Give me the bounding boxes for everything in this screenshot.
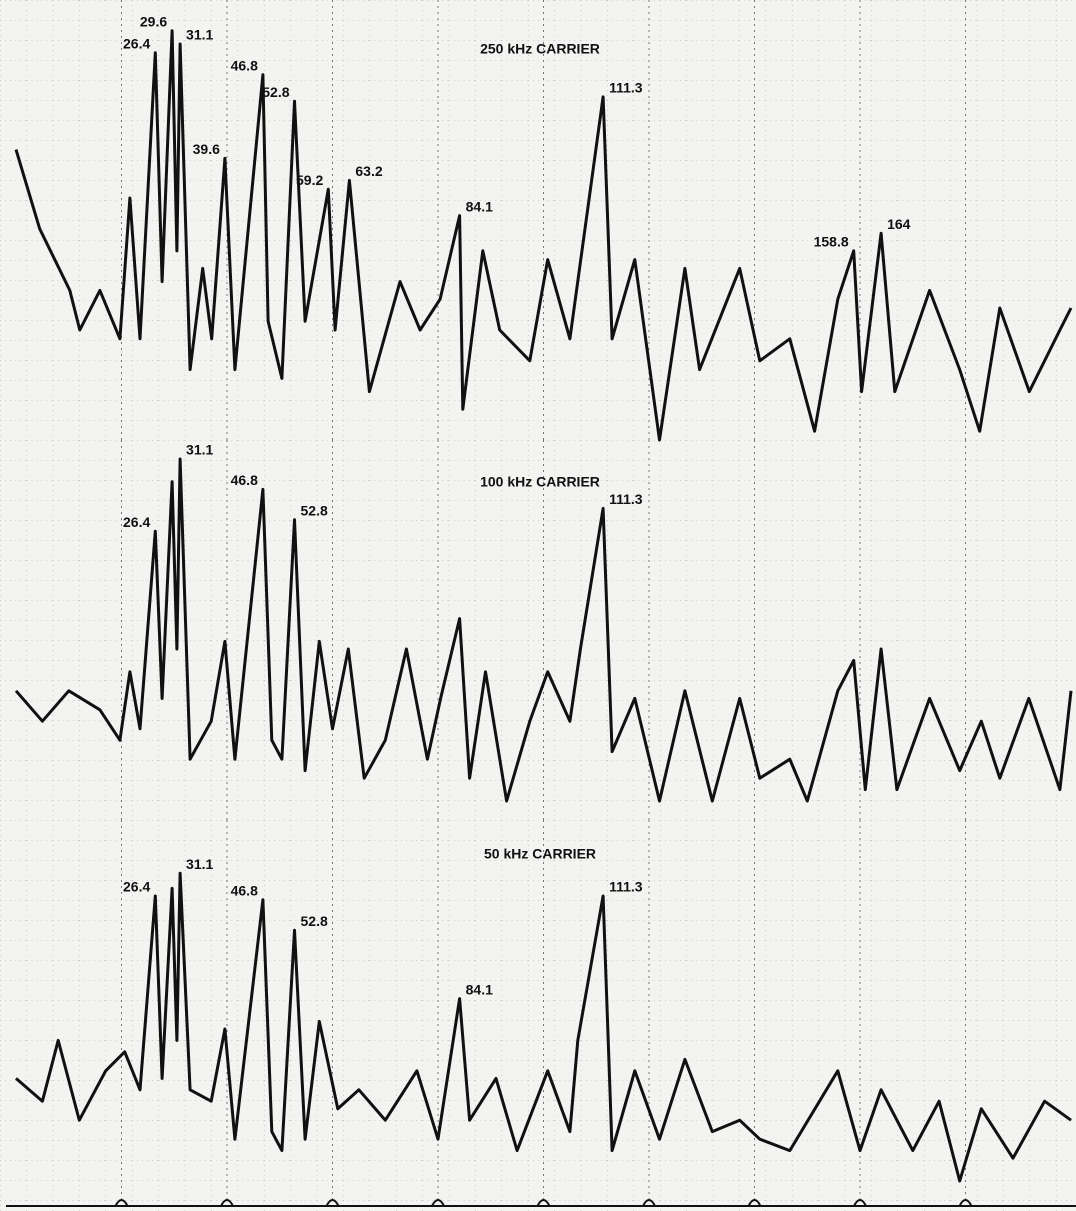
peak-label: 111.3: [609, 80, 643, 96]
peak-label: 26.4: [123, 879, 150, 895]
x-tick: [114, 1199, 129, 1207]
spectrum-trace: [14, 457, 1073, 803]
x-tick: [853, 1199, 867, 1207]
x-tick: [220, 1199, 234, 1207]
panel-title: 100 kHz CARRIER: [480, 474, 600, 490]
peak-label: 52.8: [301, 503, 328, 519]
peak-label: 164: [887, 216, 911, 232]
x-tick: [747, 1199, 762, 1207]
peak-label: 158.8: [814, 234, 849, 250]
peak-label: 84.1: [466, 981, 493, 997]
x-tick: [536, 1199, 551, 1207]
x-tick: [958, 1199, 973, 1207]
peak-label: 111.3: [609, 491, 643, 507]
x-tick: [431, 1199, 445, 1207]
panel-title: 250 kHz CARRIER: [480, 41, 600, 57]
peak-label: 31.1: [186, 442, 213, 458]
peak-label: 52.8: [262, 84, 289, 100]
peak-label: 26.4: [123, 36, 150, 52]
peak-label: 63.2: [355, 163, 382, 179]
peak-label: 31.1: [186, 856, 213, 872]
peak-label: 84.1: [466, 198, 493, 214]
peak-label: 39.6: [193, 141, 220, 157]
x-tick: [325, 1199, 340, 1207]
spectrum-trace: [15, 871, 1072, 1183]
peak-label: 29.6: [140, 14, 167, 30]
peak-label: 26.4: [123, 514, 150, 530]
peak-label: 111.3: [609, 879, 643, 895]
peak-label: 52.8: [301, 913, 328, 929]
peak-label: 46.8: [231, 472, 258, 488]
plot-layer: 250 kHz CARRIER26.429.631.139.646.852.85…: [6, 0, 1076, 1207]
spectrum-trace: [14, 29, 1073, 442]
peak-label: 46.8: [231, 883, 258, 899]
x-tick: [642, 1199, 656, 1207]
peak-label: 59.2: [296, 172, 323, 188]
panel-title: 50 kHz CARRIER: [484, 846, 596, 862]
peak-label: 46.8: [231, 58, 258, 74]
peak-label: 31.1: [186, 27, 213, 43]
